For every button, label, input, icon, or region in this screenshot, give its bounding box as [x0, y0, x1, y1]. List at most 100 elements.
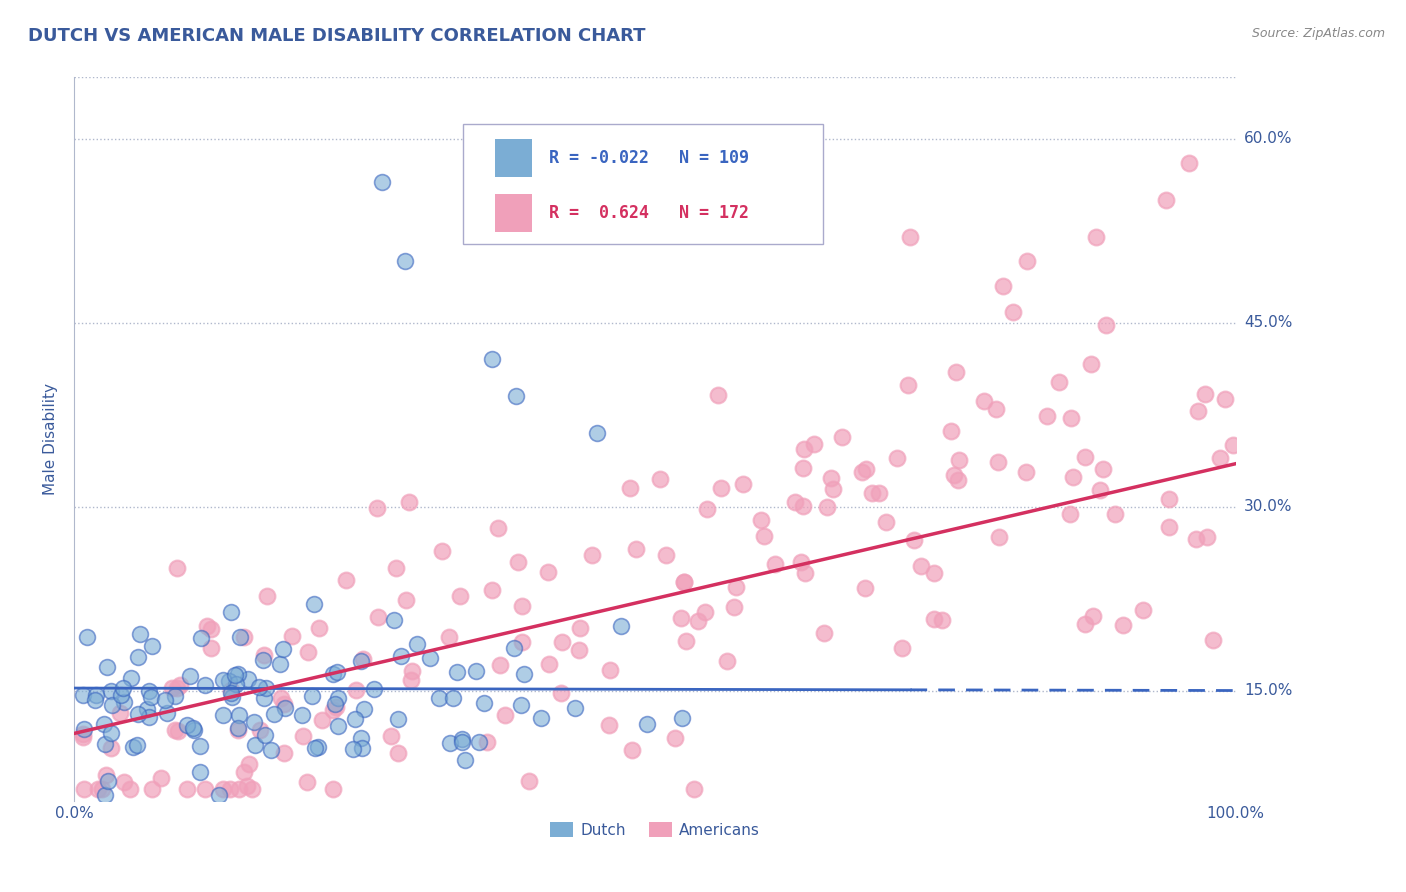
Point — [550, 686, 572, 700]
Point — [650, 472, 672, 486]
FancyBboxPatch shape — [495, 139, 531, 177]
Point — [1085, 230, 1108, 244]
Point — [371, 175, 394, 189]
Text: R =  0.624   N = 172: R = 0.624 N = 172 — [550, 203, 749, 222]
Point — [344, 712, 367, 726]
Point — [218, 674, 240, 689]
Point — [138, 684, 160, 698]
Point — [225, 676, 247, 690]
Point — [793, 442, 815, 457]
Point — [851, 465, 873, 479]
Point — [1074, 450, 1097, 465]
Point — [127, 738, 149, 752]
Point — [252, 652, 274, 666]
Point — [120, 781, 142, 796]
Point — [401, 664, 423, 678]
Point — [229, 630, 252, 644]
Point — [564, 701, 586, 715]
Point — [610, 619, 633, 633]
Point — [72, 781, 94, 796]
Point — [948, 453, 970, 467]
Point — [510, 635, 533, 649]
Point — [395, 593, 418, 607]
Point — [688, 614, 710, 628]
Point — [112, 775, 135, 789]
Point — [794, 566, 817, 581]
Point — [855, 462, 877, 476]
Point — [297, 645, 319, 659]
Point — [212, 673, 235, 688]
Point — [166, 561, 188, 575]
Point — [328, 719, 350, 733]
Point — [569, 621, 592, 635]
Point — [308, 621, 330, 635]
Point — [948, 473, 970, 487]
Point — [706, 388, 728, 402]
Point — [513, 667, 536, 681]
Point — [820, 471, 842, 485]
Point — [506, 555, 529, 569]
Point — [311, 713, 333, 727]
Point — [538, 657, 561, 672]
Point — [655, 548, 678, 562]
Text: R = -0.022   N = 109: R = -0.022 N = 109 — [550, 149, 749, 167]
Point — [619, 481, 641, 495]
Point — [389, 648, 412, 663]
Point — [350, 654, 373, 668]
Point — [1157, 492, 1180, 507]
Point — [427, 690, 450, 705]
Point — [212, 707, 235, 722]
Point — [823, 482, 845, 496]
Point — [342, 742, 364, 756]
Point — [352, 652, 374, 666]
Point — [406, 637, 429, 651]
Point — [486, 521, 509, 535]
Point — [897, 377, 920, 392]
Point — [537, 565, 560, 579]
Point — [353, 702, 375, 716]
Point — [749, 513, 772, 527]
Point — [973, 394, 995, 409]
Point — [1132, 602, 1154, 616]
Point — [900, 230, 922, 244]
Point — [221, 682, 243, 697]
Point — [1088, 483, 1111, 498]
Point — [112, 681, 135, 695]
Point — [439, 736, 461, 750]
Point — [252, 648, 274, 662]
Point — [886, 451, 908, 466]
Y-axis label: Male Disability: Male Disability — [44, 384, 58, 495]
Point — [831, 430, 853, 444]
Point — [221, 690, 243, 704]
Point — [322, 667, 344, 681]
Point — [710, 481, 733, 495]
Point — [813, 626, 835, 640]
Point — [249, 723, 271, 738]
Point — [1154, 193, 1177, 207]
Point — [73, 723, 96, 737]
Point — [454, 753, 477, 767]
Point — [72, 688, 94, 702]
Point — [987, 455, 1010, 469]
Point — [181, 721, 204, 735]
Point — [763, 557, 786, 571]
Point — [176, 718, 198, 732]
Point — [1213, 392, 1236, 406]
Point — [868, 486, 890, 500]
Point — [419, 651, 441, 665]
Point — [939, 424, 962, 438]
Point — [394, 254, 416, 268]
Point — [263, 707, 285, 722]
Point — [731, 476, 754, 491]
Point — [72, 730, 94, 744]
Point — [1036, 409, 1059, 424]
Point — [271, 641, 294, 656]
Point — [100, 726, 122, 740]
Point — [489, 658, 512, 673]
Point — [585, 425, 607, 440]
Point — [236, 779, 259, 793]
Point — [301, 690, 323, 704]
Point — [72, 727, 94, 741]
Point — [669, 611, 692, 625]
Point — [219, 605, 242, 619]
